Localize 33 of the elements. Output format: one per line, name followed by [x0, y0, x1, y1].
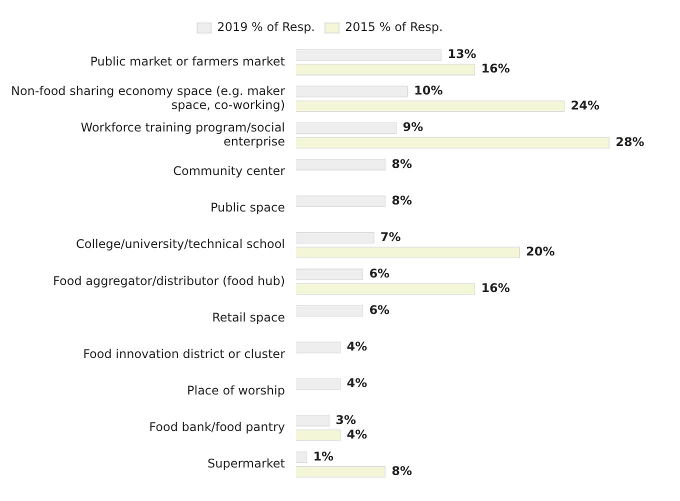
y-tick-label: Place of worship	[187, 384, 286, 398]
y-tick-label: Workforce training program/social enterprise	[80, 120, 286, 149]
data-label: 10%	[414, 84, 443, 98]
data-label: 1%	[313, 449, 334, 464]
data-label: 6%	[369, 303, 390, 318]
y-tick-label: Public space	[210, 200, 286, 215]
data-label: 16%	[481, 62, 510, 76]
y-tick-label: Retail space	[212, 310, 286, 324]
y-tick-label: Non-food sharing economy space (e.g. maker space, co-working)	[10, 84, 286, 112]
data-label: 28%	[616, 134, 644, 149]
data-label: 4%	[346, 376, 368, 390]
y-tick-label: College/university/technical school	[76, 237, 286, 252]
y-tick-label: Food bank/food pantry	[149, 420, 286, 434]
data-label: 4%	[346, 427, 368, 442]
data-label: 16%	[481, 281, 510, 296]
y-tick-label: Food innovation district or cluster	[83, 346, 286, 361]
data-label: 8%	[392, 156, 412, 171]
data-label: 7%	[380, 230, 401, 244]
y-tick-label: Food aggregator/distributor (food hub)	[53, 274, 286, 288]
data-label: 8%	[392, 464, 412, 478]
data-label: 3%	[336, 412, 356, 427]
data-label: 6%	[369, 266, 390, 280]
y-tick-label: Public market or farmers market	[90, 54, 286, 68]
data-label: 8%	[392, 193, 412, 208]
data-label: 4%	[346, 340, 368, 354]
data-label: 13%	[448, 47, 476, 62]
data-label: 20%	[526, 244, 555, 259]
legend-label: 2019 % of Resp.	[217, 20, 316, 34]
data-label: 9%	[402, 120, 424, 134]
y-tick-label: Community center	[173, 164, 286, 178]
legend-label: 2015 % of Resp.	[345, 20, 443, 34]
y-tick-label: Supermarket	[207, 456, 286, 471]
data-label: 24%	[570, 98, 600, 112]
